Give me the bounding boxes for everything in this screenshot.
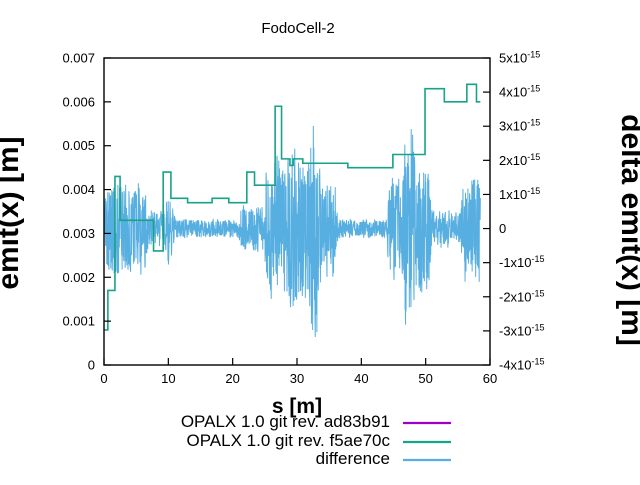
svg-text:0.003: 0.003 (62, 226, 95, 241)
svg-text:delta emit(x) [m]: delta emit(x) [m] (615, 114, 640, 346)
svg-text:FodoCell-2: FodoCell-2 (261, 20, 334, 37)
svg-text:50: 50 (418, 371, 432, 386)
svg-text:0.005: 0.005 (62, 138, 95, 153)
svg-text:0.007: 0.007 (62, 51, 95, 66)
svg-text:0: 0 (100, 371, 107, 386)
svg-text:0.001: 0.001 (62, 314, 95, 329)
svg-text:0: 0 (499, 221, 506, 236)
svg-text:OPALX 1.0 git rev. ad83b91: OPALX 1.0 git rev. ad83b91 (181, 412, 390, 431)
svg-text:60: 60 (483, 371, 497, 386)
svg-text:20: 20 (225, 371, 239, 386)
svg-text:OPALX 1.0 git rev. f5ae70c: OPALX 1.0 git rev. f5ae70c (187, 431, 391, 450)
svg-text:0: 0 (88, 358, 95, 373)
svg-text:0.004: 0.004 (62, 182, 95, 197)
svg-text:30: 30 (290, 371, 304, 386)
svg-text:0.002: 0.002 (62, 270, 95, 285)
svg-text:40: 40 (354, 371, 368, 386)
svg-text:emit(x) [m]: emit(x) [m] (0, 136, 25, 289)
svg-text:0.006: 0.006 (62, 94, 95, 109)
svg-text:10: 10 (161, 371, 175, 386)
svg-text:difference: difference (316, 449, 390, 468)
